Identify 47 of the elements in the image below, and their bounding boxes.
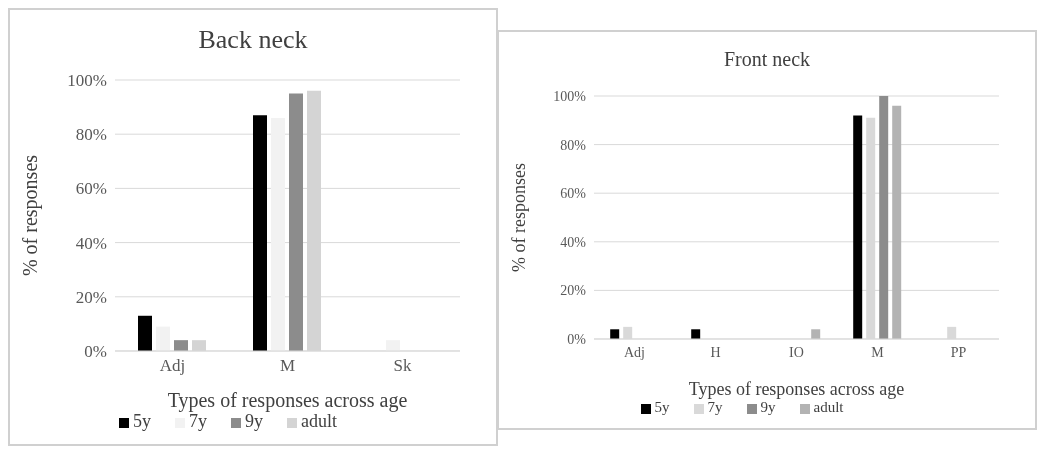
- x-tick-label: M: [279, 356, 296, 376]
- x-tick-label: PP: [950, 344, 967, 360]
- legend-label: 7y: [707, 399, 723, 415]
- x-tick-label: H: [710, 344, 721, 360]
- y-tick-label: 60%: [75, 179, 107, 199]
- y-tick-label: 0%: [567, 331, 587, 347]
- y-tick-label: 0%: [84, 342, 107, 362]
- y-tick-label: 100%: [553, 88, 587, 104]
- bar: [271, 117, 285, 351]
- x-tick-label: Sk: [393, 356, 412, 376]
- bar: [386, 340, 400, 351]
- x-axis-title: Types of responses across age: [688, 379, 905, 399]
- bar: [892, 105, 902, 339]
- bar: [156, 326, 170, 351]
- legend-label: adult: [813, 399, 844, 415]
- chart-title: Front neck: [722, 47, 812, 72]
- x-tick-label: M: [871, 344, 885, 360]
- bar: [289, 93, 303, 351]
- y-tick-label: 20%: [560, 283, 587, 299]
- y-tick-label: 40%: [75, 233, 107, 253]
- bar: [138, 315, 152, 351]
- legend-label: adult: [301, 411, 337, 431]
- legend-label: 5y: [654, 399, 670, 415]
- y-tick-label: 100%: [67, 71, 107, 91]
- bar: [691, 329, 701, 339]
- bar: [174, 340, 188, 351]
- chart-title: Back neck: [197, 24, 309, 56]
- legend-label: 9y: [245, 411, 263, 431]
- y-tick-label: 20%: [75, 287, 107, 307]
- y-tick-label: 80%: [560, 137, 587, 153]
- bar: [811, 329, 821, 339]
- y-tick-label: 80%: [75, 125, 107, 145]
- bar: [879, 96, 889, 339]
- y-tick-label: 60%: [560, 186, 587, 202]
- legend-label: 5y: [133, 411, 151, 431]
- y-axis-title: % of responses: [509, 163, 530, 272]
- legend-label: 9y: [760, 399, 776, 415]
- legend-label: 7y: [189, 411, 207, 431]
- x-tick-label: Adj: [624, 344, 645, 360]
- x-axis-title: Types of responses across age: [167, 389, 408, 412]
- bar: [853, 115, 863, 339]
- y-axis-title: % of responses: [19, 154, 43, 277]
- x-tick-label: Adj: [159, 356, 186, 376]
- bar: [253, 115, 267, 351]
- y-tick-label: 40%: [560, 234, 587, 250]
- bar: [610, 329, 620, 339]
- x-tick-label: IO: [789, 344, 804, 360]
